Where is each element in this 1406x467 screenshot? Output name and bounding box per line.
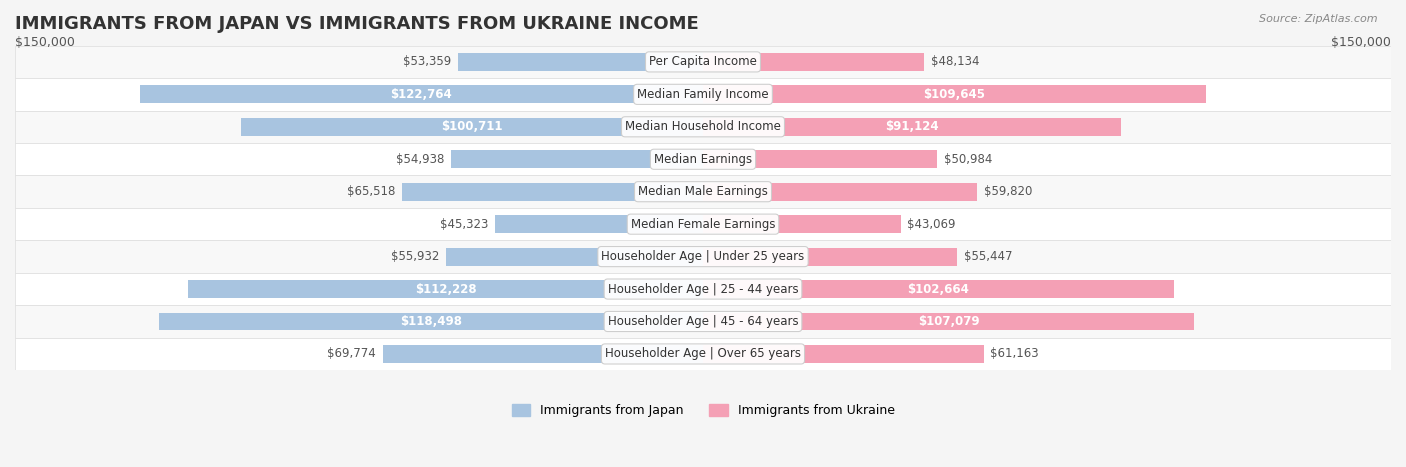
Bar <box>240 118 703 136</box>
Bar <box>15 273 1391 305</box>
Bar <box>703 345 984 363</box>
Bar <box>703 53 924 71</box>
Text: $48,134: $48,134 <box>931 56 979 68</box>
Text: $54,938: $54,938 <box>395 153 444 166</box>
Text: $122,764: $122,764 <box>391 88 453 101</box>
Bar <box>495 215 703 233</box>
Bar <box>382 345 703 363</box>
Text: $112,228: $112,228 <box>415 283 477 296</box>
Bar <box>703 280 1174 298</box>
Text: $61,163: $61,163 <box>990 347 1039 361</box>
Text: Median Earnings: Median Earnings <box>654 153 752 166</box>
Text: $59,820: $59,820 <box>984 185 1032 198</box>
Text: $69,774: $69,774 <box>328 347 375 361</box>
Bar <box>703 150 936 168</box>
Bar <box>15 78 1391 111</box>
Text: Householder Age | 45 - 64 years: Householder Age | 45 - 64 years <box>607 315 799 328</box>
Bar <box>402 183 703 201</box>
Bar <box>15 241 1391 273</box>
Text: $150,000: $150,000 <box>1331 36 1391 49</box>
Bar <box>458 53 703 71</box>
Bar <box>159 312 703 331</box>
Text: $100,711: $100,711 <box>441 120 503 133</box>
Text: $102,664: $102,664 <box>907 283 969 296</box>
Bar <box>15 143 1391 176</box>
Bar <box>15 46 1391 78</box>
Bar <box>15 111 1391 143</box>
Text: $45,323: $45,323 <box>440 218 488 231</box>
Text: Householder Age | Over 65 years: Householder Age | Over 65 years <box>605 347 801 361</box>
Text: Median Male Earnings: Median Male Earnings <box>638 185 768 198</box>
Text: $65,518: $65,518 <box>347 185 395 198</box>
Text: $109,645: $109,645 <box>924 88 986 101</box>
Text: Householder Age | Under 25 years: Householder Age | Under 25 years <box>602 250 804 263</box>
Text: $55,447: $55,447 <box>965 250 1012 263</box>
Bar <box>703 183 977 201</box>
Legend: Immigrants from Japan, Immigrants from Ukraine: Immigrants from Japan, Immigrants from U… <box>506 399 900 422</box>
Bar <box>15 208 1391 241</box>
Text: $50,984: $50,984 <box>943 153 993 166</box>
Bar <box>703 215 901 233</box>
Text: $118,498: $118,498 <box>401 315 463 328</box>
Bar <box>703 118 1121 136</box>
Bar <box>703 312 1194 331</box>
Text: Median Household Income: Median Household Income <box>626 120 780 133</box>
Text: $107,079: $107,079 <box>918 315 980 328</box>
Bar <box>451 150 703 168</box>
Bar <box>15 176 1391 208</box>
Bar <box>15 305 1391 338</box>
Text: Median Family Income: Median Family Income <box>637 88 769 101</box>
Text: $91,124: $91,124 <box>886 120 939 133</box>
Text: Median Female Earnings: Median Female Earnings <box>631 218 775 231</box>
Bar <box>141 85 703 103</box>
Text: Per Capita Income: Per Capita Income <box>650 56 756 68</box>
Text: $53,359: $53,359 <box>404 56 451 68</box>
Bar <box>15 338 1391 370</box>
Text: Source: ZipAtlas.com: Source: ZipAtlas.com <box>1260 14 1378 24</box>
Bar <box>703 248 957 266</box>
Text: $55,932: $55,932 <box>391 250 440 263</box>
Bar <box>447 248 703 266</box>
Bar <box>188 280 703 298</box>
Text: IMMIGRANTS FROM JAPAN VS IMMIGRANTS FROM UKRAINE INCOME: IMMIGRANTS FROM JAPAN VS IMMIGRANTS FROM… <box>15 15 699 33</box>
Text: Householder Age | 25 - 44 years: Householder Age | 25 - 44 years <box>607 283 799 296</box>
Text: $43,069: $43,069 <box>907 218 956 231</box>
Text: $150,000: $150,000 <box>15 36 75 49</box>
Bar <box>703 85 1206 103</box>
